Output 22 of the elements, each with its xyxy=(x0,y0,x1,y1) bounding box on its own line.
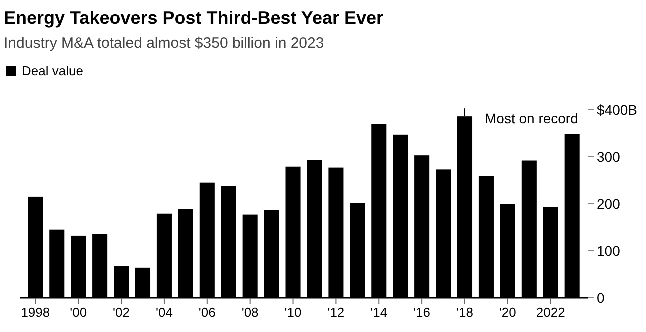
y-tick-label: $400B xyxy=(597,102,638,118)
x-tick-label: 1998 xyxy=(21,305,50,320)
annotation: Most on record xyxy=(485,110,578,127)
legend-label: Deal value xyxy=(22,64,84,78)
chart-subtitle: Industry M&A totaled almost $350 billion in 2023 xyxy=(4,35,324,52)
x-tick-label: '20 xyxy=(499,305,516,320)
x-tick-label: '18 xyxy=(456,305,474,320)
x-tick-label: '12 xyxy=(328,305,345,320)
y-tick-label: 0 xyxy=(597,290,605,306)
x-tick-label: 2022 xyxy=(536,305,566,320)
x-tick-label: '00 xyxy=(70,305,88,320)
x-tick-label: '16 xyxy=(414,305,431,320)
x-tick-label: '06 xyxy=(198,305,216,320)
x-tick-label: '14 xyxy=(370,305,388,320)
x-tick-label: '10 xyxy=(284,305,302,320)
y-tick-label: 300 xyxy=(597,148,621,165)
x-tick-label: '04 xyxy=(156,305,173,320)
x-tick-label: '02 xyxy=(113,305,130,320)
chart-title: Energy Takeovers Post Third-Best Year Ever xyxy=(4,8,384,28)
y-tick-label: 100 xyxy=(597,242,621,259)
y-tick-label: 200 xyxy=(597,196,621,212)
x-tick-label: '08 xyxy=(242,305,259,320)
